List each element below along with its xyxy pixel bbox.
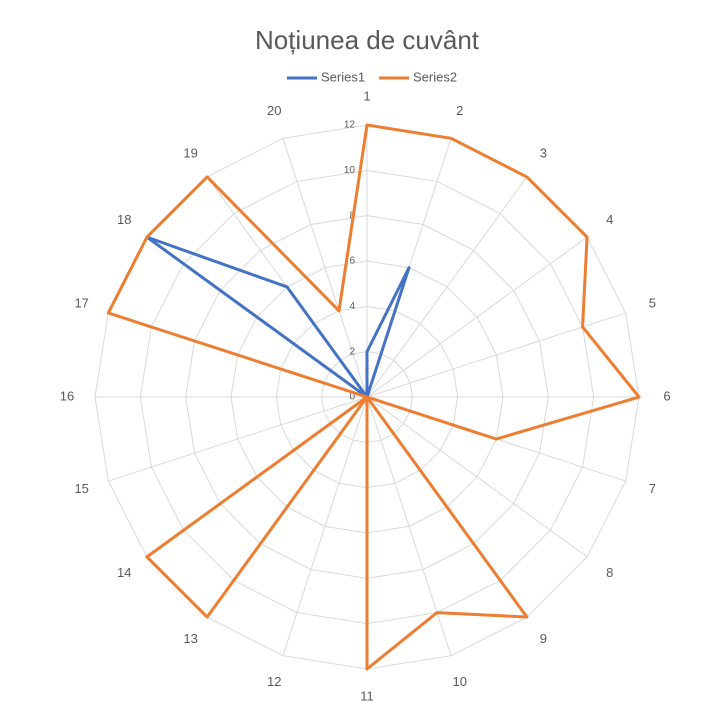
category-label: 1 bbox=[363, 88, 370, 103]
category-label: 15 bbox=[74, 481, 88, 496]
series-line bbox=[106, 123, 641, 671]
legend-label: Series1 bbox=[321, 69, 365, 84]
spoke bbox=[366, 236, 588, 398]
category-label: 11 bbox=[360, 688, 374, 703]
chart-title: Noțiunea de cuvânt bbox=[255, 25, 480, 55]
category-label: 6 bbox=[663, 388, 670, 403]
y-tick-label: 6 bbox=[349, 256, 355, 267]
category-label: 17 bbox=[74, 296, 88, 311]
spoke bbox=[366, 176, 528, 398]
category-label: 18 bbox=[117, 212, 131, 227]
category-label: 16 bbox=[60, 388, 74, 403]
y-tick-label: 10 bbox=[344, 165, 356, 176]
y-tick-label: 0 bbox=[349, 392, 355, 403]
y-tick-label: 4 bbox=[349, 301, 355, 312]
category-label: 5 bbox=[649, 296, 656, 311]
category-label: 13 bbox=[183, 631, 197, 646]
category-label: 4 bbox=[606, 212, 613, 227]
category-label: 20 bbox=[267, 103, 281, 118]
category-label: 2 bbox=[456, 103, 463, 118]
spoke bbox=[282, 138, 368, 398]
category-label: 8 bbox=[606, 565, 613, 580]
category-label: 19 bbox=[183, 146, 197, 161]
category-label: 14 bbox=[117, 565, 131, 580]
category-label: 12 bbox=[267, 674, 281, 689]
spoke bbox=[282, 396, 368, 656]
category-label: 9 bbox=[540, 631, 547, 646]
spoke bbox=[108, 396, 368, 482]
legend-label: Series2 bbox=[413, 69, 457, 84]
y-tick-label: 2 bbox=[349, 346, 355, 357]
spoke bbox=[366, 396, 588, 558]
y-tick-label: 12 bbox=[344, 120, 356, 131]
legend: Series1 Series2 bbox=[287, 69, 457, 84]
category-label: 10 bbox=[452, 674, 466, 689]
category-label: 3 bbox=[540, 146, 547, 161]
category-label: 7 bbox=[649, 481, 656, 496]
